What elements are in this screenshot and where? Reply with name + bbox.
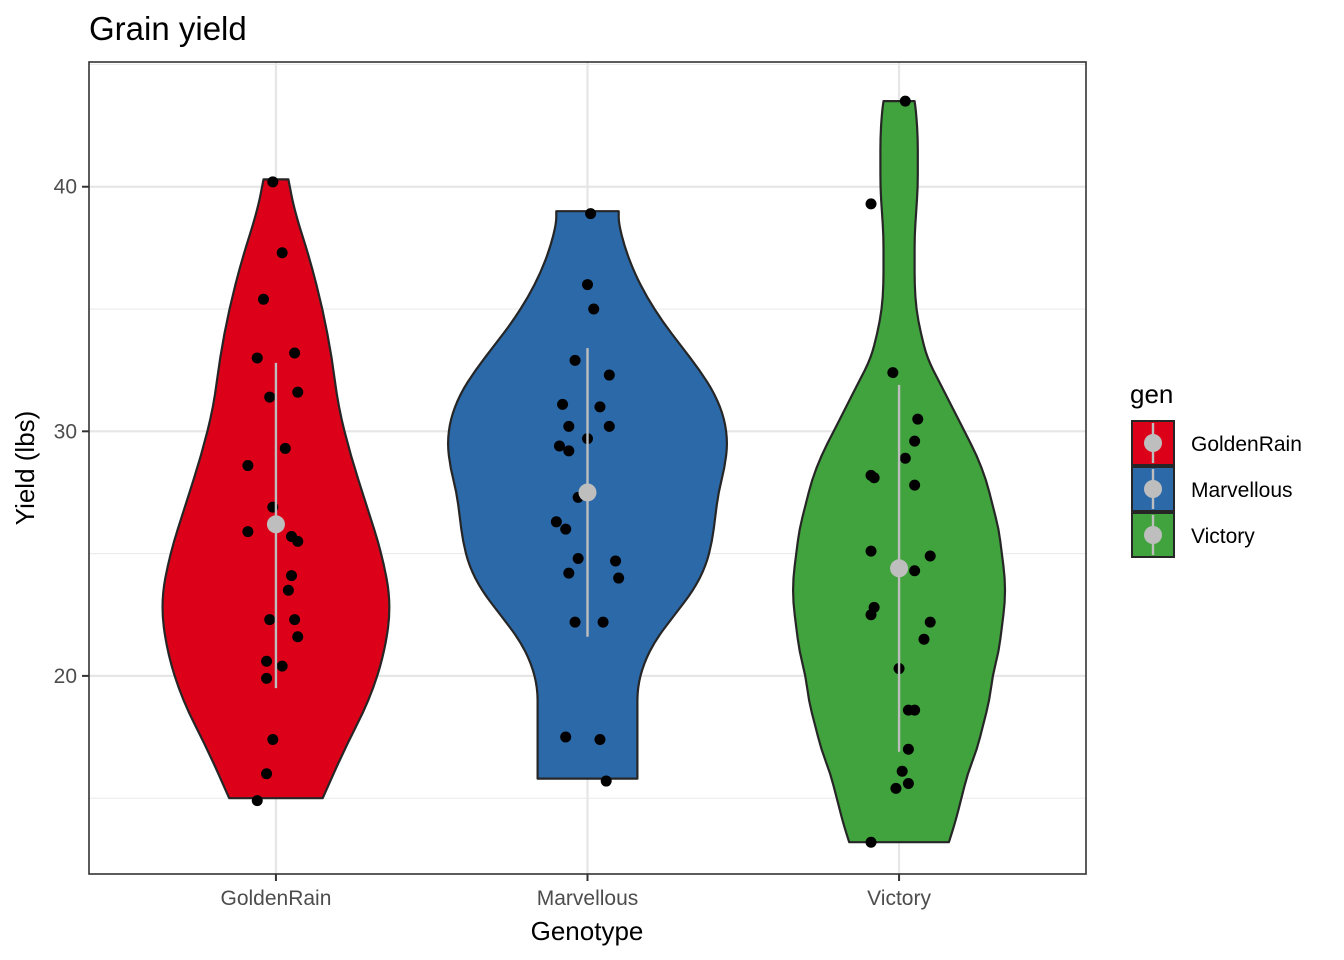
- chart-title: Grain yield: [89, 10, 247, 47]
- y-tick-label: 20: [54, 665, 77, 688]
- x-axis-title: Genotype: [531, 916, 644, 946]
- data-point: [890, 782, 902, 794]
- data-point: [251, 795, 263, 807]
- legend-label: GoldenRain: [1191, 433, 1302, 456]
- data-point: [603, 420, 615, 432]
- data-point: [899, 452, 911, 464]
- data-point: [868, 472, 880, 484]
- data-point: [909, 435, 921, 447]
- data-point: [267, 733, 279, 745]
- data-point: [909, 565, 921, 577]
- data-point: [292, 386, 304, 398]
- data-point: [264, 614, 276, 626]
- legend-title: gen: [1130, 379, 1173, 409]
- data-point: [613, 572, 625, 584]
- data-point: [292, 535, 304, 547]
- x-tick-label: Victory: [867, 887, 931, 910]
- data-point: [553, 440, 565, 452]
- x-tick-label: Marvellous: [537, 887, 639, 910]
- summary-ranges: [266, 348, 909, 752]
- data-point: [572, 552, 584, 564]
- data-point: [289, 614, 301, 626]
- data-point: [896, 765, 908, 777]
- data-point: [603, 369, 615, 381]
- data-point: [924, 550, 936, 562]
- data-point: [600, 775, 612, 787]
- data-point: [569, 616, 581, 628]
- data-point: [902, 778, 914, 790]
- data-point: [251, 352, 263, 364]
- data-point: [887, 367, 899, 379]
- data-point: [594, 401, 606, 413]
- data-point: [582, 279, 593, 291]
- data-point: [282, 584, 294, 596]
- legend: gen GoldenRain Marvellous Victory: [1130, 379, 1302, 558]
- data-point: [276, 247, 288, 259]
- data-point: [550, 516, 562, 528]
- data-point: [267, 176, 279, 188]
- data-point: [594, 733, 606, 745]
- data-point: [292, 631, 304, 643]
- data-point: [865, 836, 877, 848]
- x-axis: GoldenRain Marvellous Victory: [220, 874, 931, 910]
- data-point: [912, 413, 924, 425]
- legend-label: Victory: [1191, 525, 1255, 548]
- summary-mean-point: [578, 483, 597, 502]
- data-point: [560, 523, 572, 535]
- plot-panel: [88, 61, 1087, 875]
- data-point: [569, 354, 581, 366]
- data-point: [865, 545, 877, 557]
- legend-key-point: [1144, 526, 1162, 544]
- data-point: [924, 616, 936, 628]
- data-point: [264, 391, 276, 403]
- data-point: [563, 445, 575, 457]
- data-point: [918, 633, 930, 645]
- summary-mean-point: [890, 559, 909, 578]
- data-point: [909, 704, 921, 716]
- data-point: [610, 555, 622, 567]
- data-point: [279, 442, 291, 454]
- data-point: [242, 460, 254, 472]
- data-point: [563, 567, 575, 579]
- data-point: [276, 660, 288, 672]
- data-point: [560, 731, 572, 743]
- y-tick-label: 30: [54, 420, 77, 443]
- data-point: [563, 420, 575, 432]
- data-point: [261, 768, 273, 780]
- summary-mean-point: [266, 515, 285, 534]
- y-axis: 20 30 40: [54, 176, 89, 688]
- y-tick-label: 40: [54, 176, 77, 199]
- data-point: [597, 616, 609, 628]
- data-point: [557, 398, 569, 410]
- data-point: [865, 198, 877, 210]
- data-point: [909, 479, 921, 491]
- data-point: [585, 208, 597, 220]
- data-point: [242, 526, 254, 538]
- data-point: [257, 293, 269, 305]
- data-point: [286, 570, 298, 582]
- legend-key-point: [1144, 480, 1162, 498]
- data-point: [902, 743, 914, 755]
- data-point: [261, 655, 273, 667]
- y-axis-title: Yield (lbs): [10, 411, 40, 526]
- data-point: [899, 95, 911, 107]
- legend-label: Marvellous: [1191, 479, 1293, 502]
- jitter-points: [242, 95, 936, 848]
- legend-key-point: [1144, 434, 1162, 452]
- data-point: [865, 609, 877, 621]
- data-point: [261, 672, 273, 684]
- x-tick-label: GoldenRain: [220, 887, 331, 910]
- data-point: [289, 347, 301, 359]
- data-point: [588, 303, 600, 315]
